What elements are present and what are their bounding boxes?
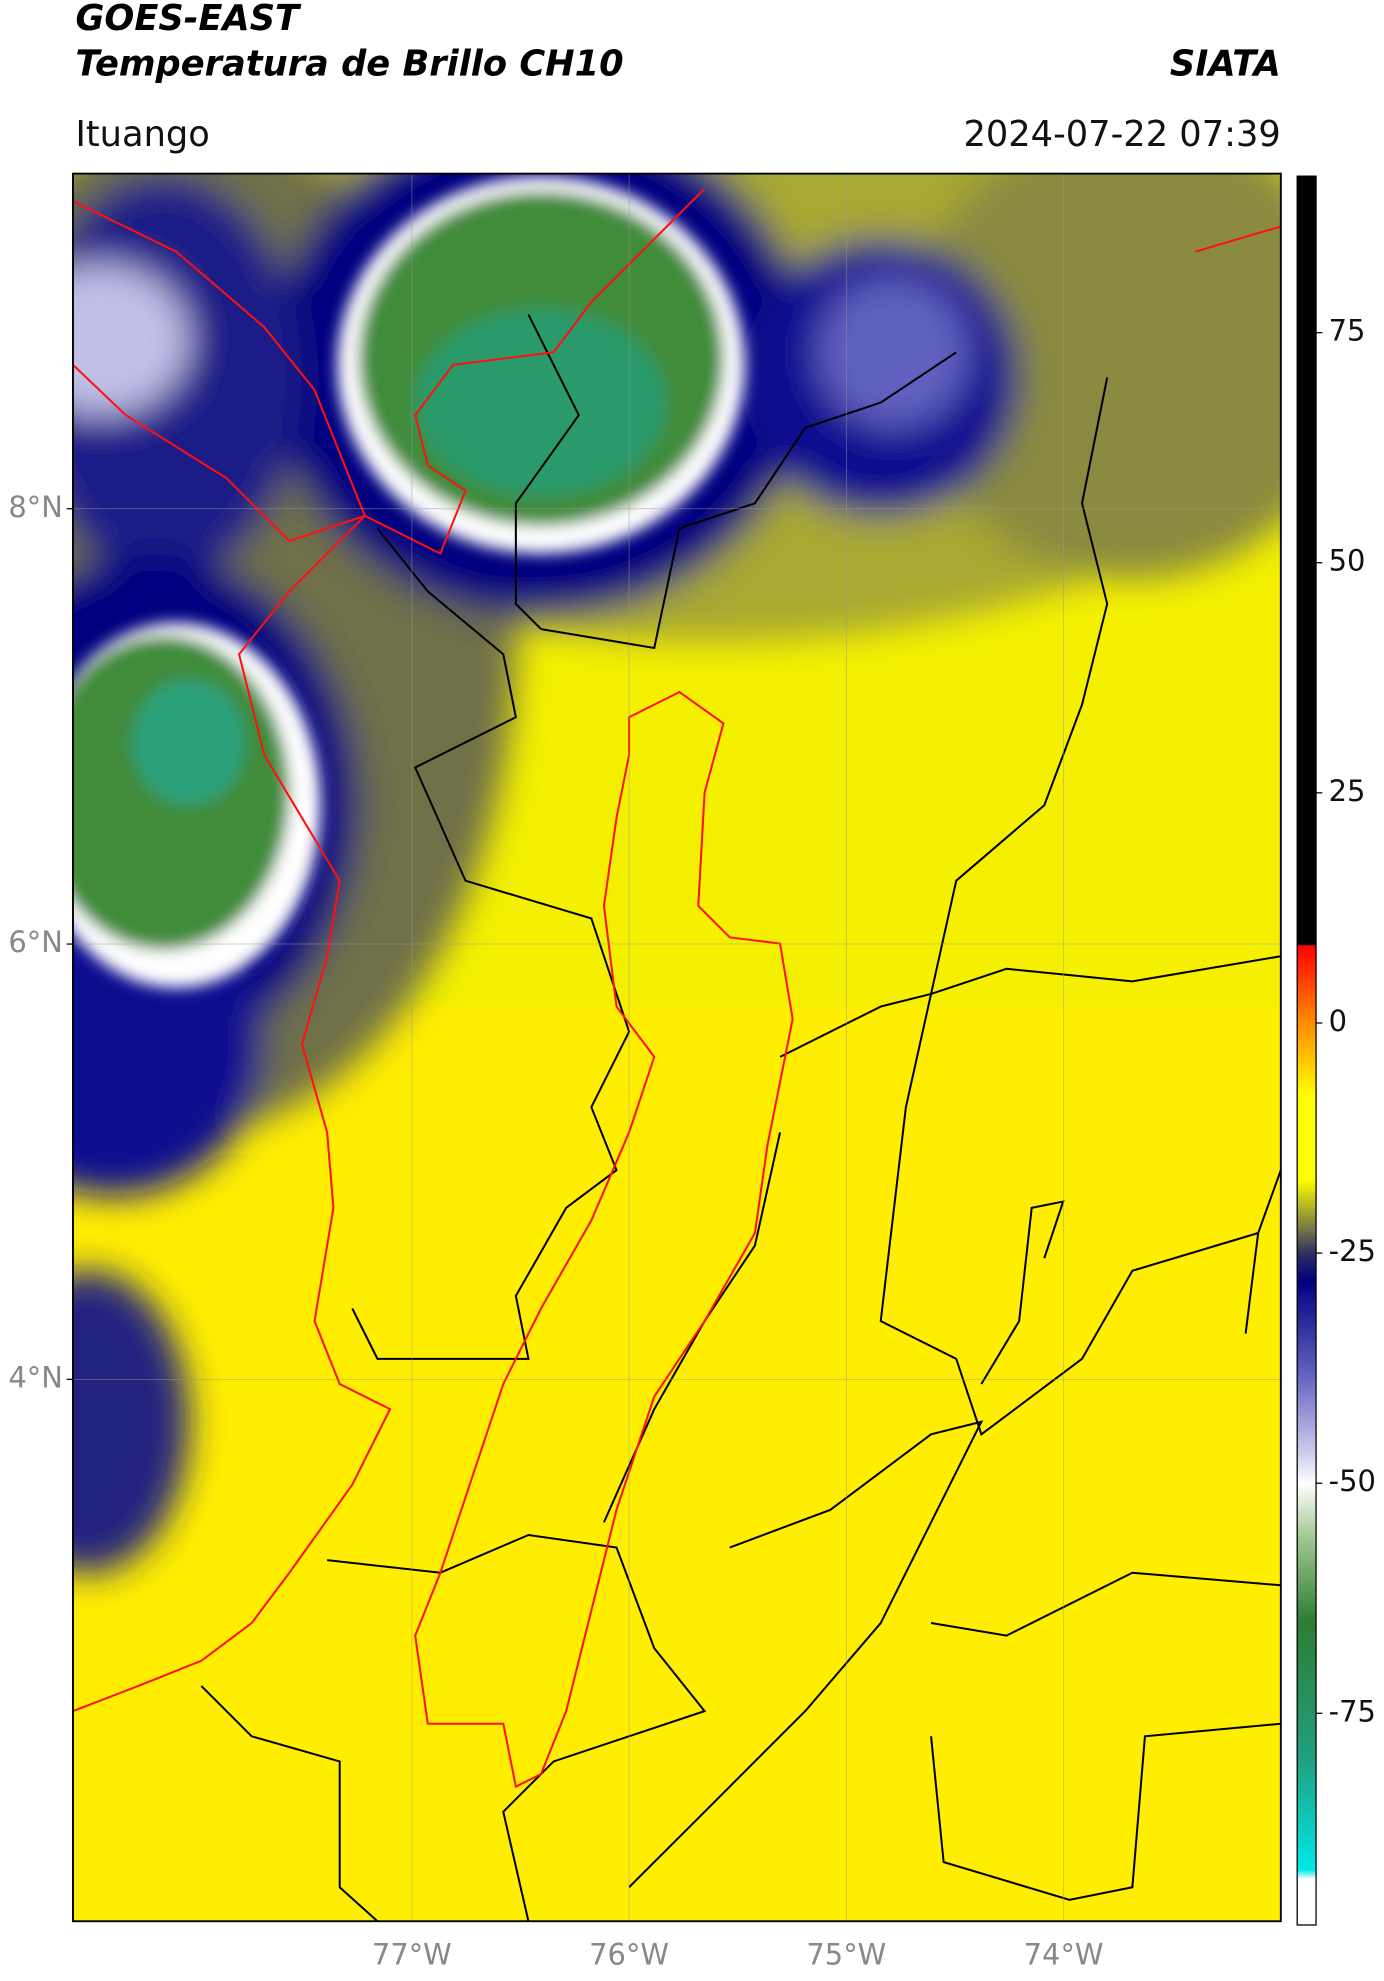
x-tick-label: 77°W	[372, 1937, 452, 1971]
colorbar-tick-label: -25	[1329, 1234, 1376, 1268]
y-tick-label: 6°N	[8, 925, 63, 959]
y-tick-label: 4°N	[8, 1360, 63, 1394]
map-image	[72, 173, 1281, 1922]
location: Ituango	[75, 114, 209, 155]
map-frame	[72, 172, 1282, 1923]
colorbar-tick-label: -50	[1329, 1464, 1376, 1498]
colorbar-tick-label: -75	[1329, 1694, 1376, 1728]
y-tick-label: 8°N	[8, 490, 63, 524]
graticule: 77°W 76°W 75°W 74°W 8°N 6°N 4°N	[8, 173, 1281, 1971]
colorbar-tick-label: 50	[1329, 544, 1366, 578]
source: SIATA	[1170, 43, 1281, 84]
subtitle: Temperatura de Brillo CH10	[75, 43, 623, 84]
coastline	[72, 188, 1281, 1789]
colorbar: 75 50 25 0 -25 -50 -75	[1296, 175, 1376, 1926]
colorbar-fill	[1296, 175, 1317, 1926]
boundaries	[200, 314, 1281, 1922]
title: GOES-EAST	[75, 0, 302, 39]
x-tick-label: 75°W	[806, 1937, 886, 1971]
colorbar-tick-label: 75	[1329, 314, 1366, 348]
datetime: 2024-07-22 07:39	[963, 114, 1280, 155]
colorbar-tick-label: 0	[1329, 1004, 1347, 1038]
colorbar-tick-label: 25	[1329, 774, 1366, 808]
x-tick-label: 76°W	[589, 1937, 669, 1971]
x-tick-label: 74°W	[1024, 1937, 1104, 1971]
